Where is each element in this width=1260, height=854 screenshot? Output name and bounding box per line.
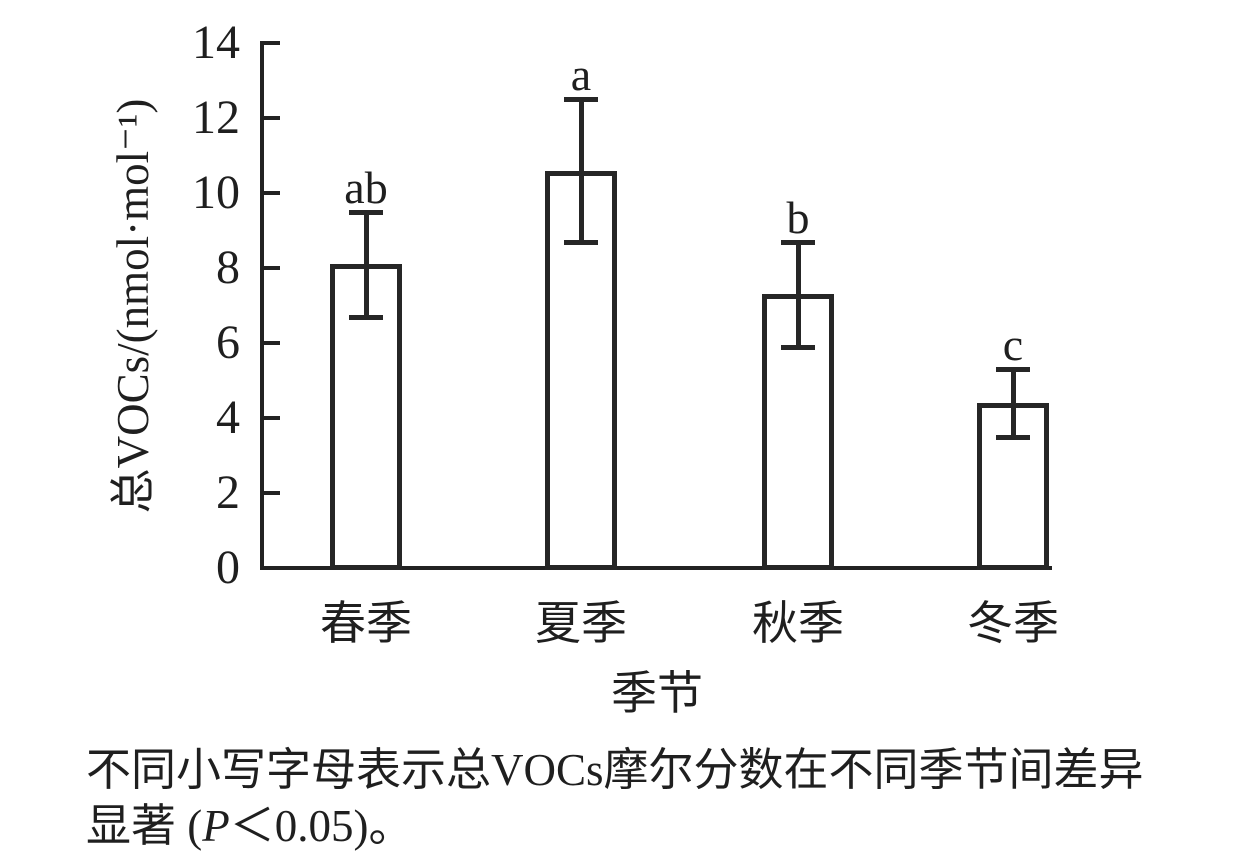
y-tick [264, 341, 280, 345]
sig-letter-spring: ab [344, 161, 388, 213]
x-tick-label-spring: 春季 [320, 598, 412, 649]
y-tick-label: 12 [192, 91, 240, 144]
error-cap-bottom-winter [996, 434, 1030, 440]
y-tick-label: 4 [216, 391, 240, 444]
y-tick [264, 116, 280, 120]
sig-letter-autumn: b [786, 191, 810, 243]
error-bar-autumn [796, 241, 801, 347]
error-cap-bottom-autumn [781, 344, 815, 350]
caption-p-symbol: P [202, 801, 230, 851]
caption-line2-prefix: 显著 ( [86, 801, 203, 851]
y-tick [264, 41, 280, 45]
error-bar-winter [1011, 369, 1016, 437]
x-tick-label-summer: 夏季 [535, 598, 627, 649]
x-axis-title: 季节 [611, 668, 703, 719]
y-tick-label: 8 [216, 241, 240, 294]
y-tick [264, 191, 280, 195]
caption-line1: 不同小写字母表示总VOCs摩尔分数在不同季节间差异 [86, 745, 1144, 795]
sig-letter-summer: a [570, 49, 592, 101]
x-axis-line [260, 566, 1052, 570]
y-tick-label: 10 [192, 166, 240, 219]
error-cap-top-winter [996, 367, 1030, 373]
y-tick [264, 491, 280, 495]
error-bar-summer [579, 99, 584, 242]
x-tick-label-autumn: 秋季 [752, 598, 844, 649]
y-axis-line [260, 41, 264, 570]
y-tick-label: 6 [216, 316, 240, 369]
error-cap-bottom-spring [349, 314, 383, 320]
y-tick-label: 14 [192, 16, 240, 69]
error-cap-top-summer [564, 97, 598, 103]
y-tick-label: 0 [216, 541, 240, 594]
y-tick [264, 416, 280, 420]
caption-line2-suffix: ＜0.05)。 [229, 801, 414, 851]
sig-letter-winter: c [1002, 319, 1024, 371]
error-cap-bottom-summer [564, 239, 598, 245]
error-cap-top-spring [349, 209, 383, 215]
figure-caption: 不同小写字母表示总VOCs摩尔分数在不同季节间差异 显著 (P＜0.05)。 [86, 742, 1186, 854]
x-tick-label-winter: 冬季 [967, 598, 1059, 649]
error-bar-spring [364, 211, 369, 317]
y-tick-label: 2 [216, 466, 240, 519]
error-cap-top-autumn [781, 239, 815, 245]
y-tick [264, 266, 280, 270]
